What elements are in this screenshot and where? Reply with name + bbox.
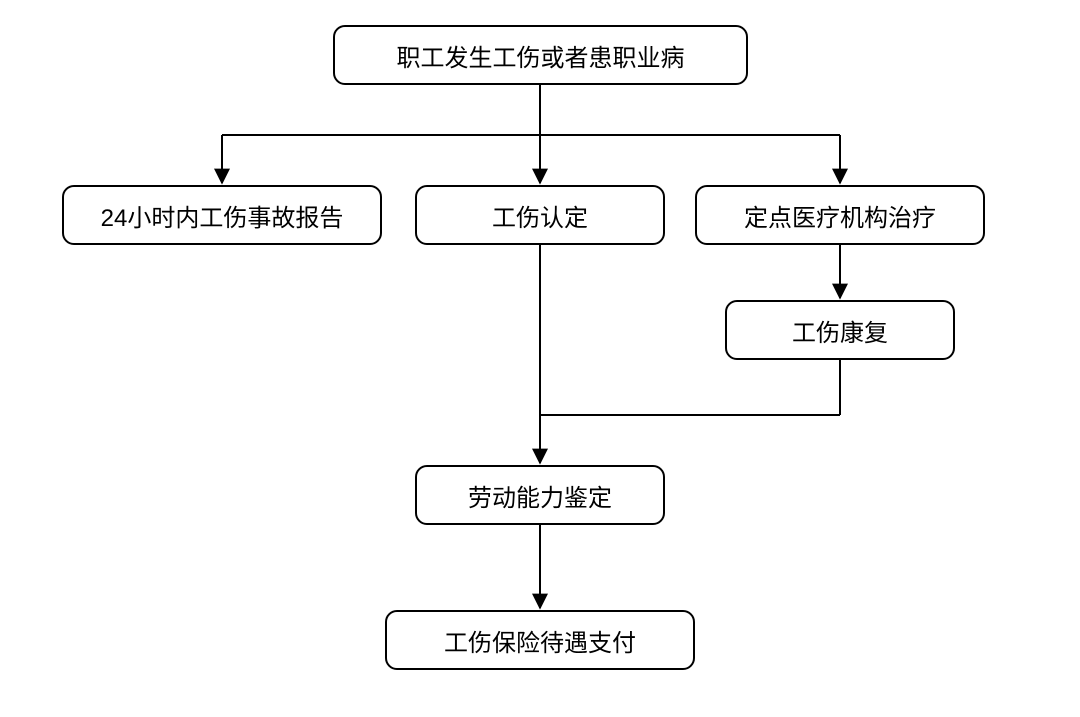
node-recovery: 工伤康复 (725, 300, 955, 360)
node-treatment: 定点医疗机构治疗 (695, 185, 985, 245)
node-report-24h: 24小时内工伤事故报告 (62, 185, 382, 245)
flowchart-container: 职工发生工伤或者患职业病 24小时内工伤事故报告 工伤认定 定点医疗机构治疗 工… (0, 0, 1080, 717)
node-assessment: 劳动能力鉴定 (415, 465, 665, 525)
node-start: 职工发生工伤或者患职业病 (333, 25, 748, 85)
node-identification: 工伤认定 (415, 185, 665, 245)
node-payment: 工伤保险待遇支付 (385, 610, 695, 670)
